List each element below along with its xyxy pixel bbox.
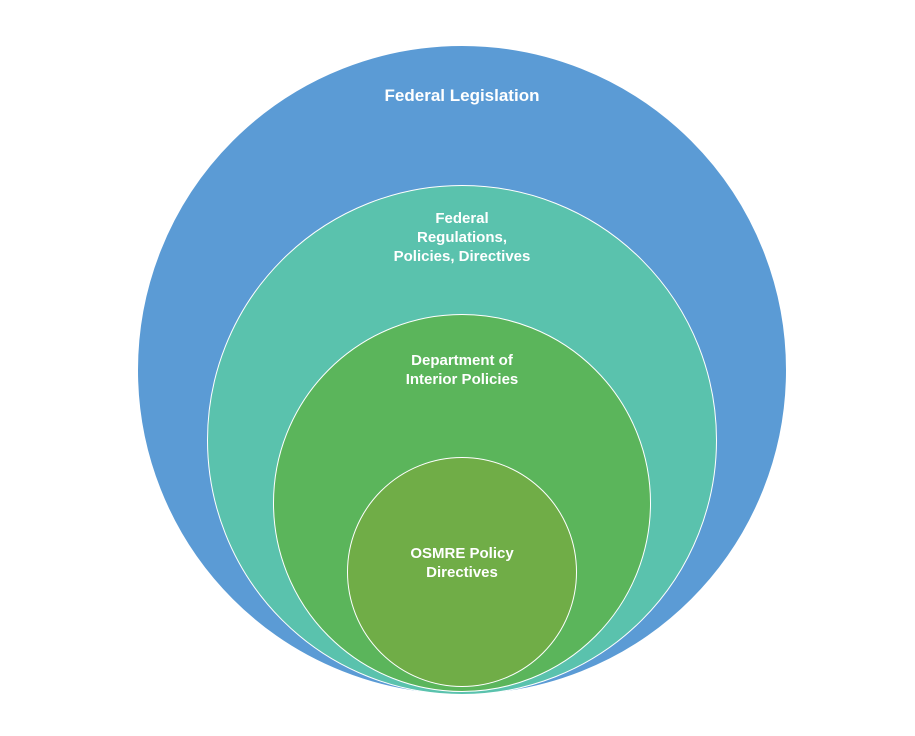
- label-federal-legislation: Federal Legislation: [332, 85, 592, 106]
- nested-circle-diagram: Federal Legislation Federal Regulations,…: [0, 0, 915, 736]
- label-osmre-directives: OSMRE Policy Directives: [332, 545, 592, 583]
- label-federal-regulations: Federal Regulations, Policies, Directive…: [332, 210, 592, 266]
- label-doi-policies: Department of Interior Policies: [332, 352, 592, 390]
